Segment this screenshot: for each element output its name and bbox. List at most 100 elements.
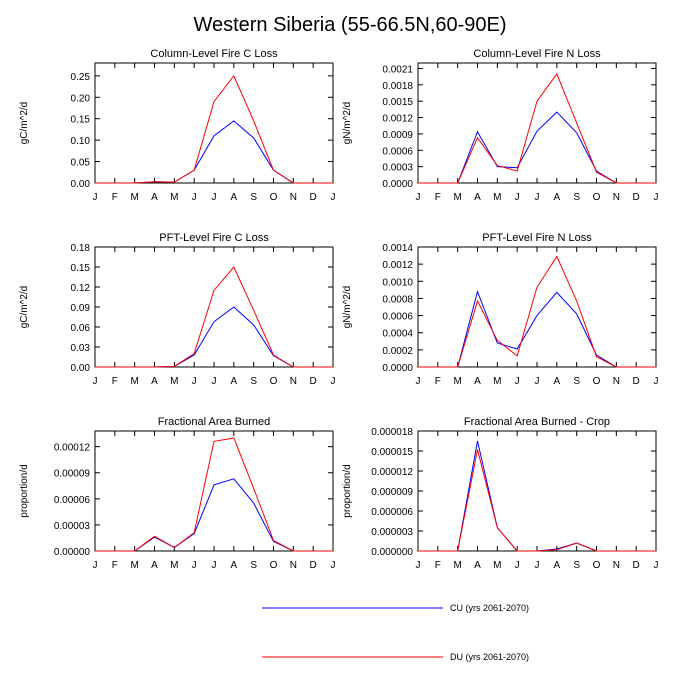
x-tick-label: A bbox=[230, 192, 237, 203]
x-tick-label: J bbox=[93, 560, 98, 571]
y-tick-label: 0.0000 bbox=[382, 363, 413, 374]
x-tick-label: D bbox=[310, 192, 317, 203]
y-tick-label: 0.0004 bbox=[382, 329, 413, 340]
x-tick-label: M bbox=[170, 560, 178, 571]
x-tick-label: J bbox=[654, 560, 659, 571]
plot-frame bbox=[417, 62, 657, 184]
x-tick-label: J bbox=[93, 376, 98, 387]
y-axis-label: proportion/d bbox=[342, 464, 353, 517]
x-tick-label: J bbox=[212, 376, 217, 387]
y-tick-label: 0.0014 bbox=[382, 243, 413, 254]
x-tick-label: O bbox=[593, 192, 601, 203]
x-tick-label: J bbox=[654, 376, 659, 387]
x-tick-label: D bbox=[310, 560, 317, 571]
y-axis-label: proportion/d bbox=[19, 464, 30, 517]
x-tick-label: S bbox=[250, 560, 257, 571]
y-tick-label: 0.0018 bbox=[382, 81, 413, 92]
x-tick-label: M bbox=[453, 192, 461, 203]
x-tick-label: J bbox=[416, 376, 421, 387]
y-tick-label: 0.000000 bbox=[371, 547, 413, 558]
series-line-cu bbox=[418, 111, 656, 184]
x-tick-label: J bbox=[515, 560, 520, 571]
x-tick-label: J bbox=[416, 560, 421, 571]
x-tick-label: S bbox=[573, 560, 580, 571]
plot-frame bbox=[94, 62, 334, 184]
series-line-cu bbox=[95, 120, 333, 184]
x-tick-label: S bbox=[573, 376, 580, 387]
x-tick-label: A bbox=[553, 560, 560, 571]
x-tick-label: F bbox=[112, 192, 118, 203]
y-tick-label: 0.00003 bbox=[54, 521, 91, 532]
x-tick-label: J bbox=[93, 192, 98, 203]
x-tick-label: S bbox=[250, 376, 257, 387]
x-tick-label: J bbox=[515, 376, 520, 387]
panel-title: PFT-Level Fire N Loss bbox=[482, 232, 592, 244]
x-tick-label: S bbox=[573, 192, 580, 203]
y-tick-label: 0.06 bbox=[71, 323, 91, 334]
x-tick-label: A bbox=[151, 560, 158, 571]
x-tick-label: J bbox=[192, 560, 197, 571]
y-tick-label: 0.0008 bbox=[382, 294, 413, 305]
series-line-du bbox=[95, 266, 333, 368]
y-axis-label: gC/m^2/d bbox=[19, 286, 30, 329]
x-tick-label: A bbox=[474, 192, 481, 203]
x-tick-label: A bbox=[230, 376, 237, 387]
x-tick-label: N bbox=[290, 376, 297, 387]
plot-frame bbox=[417, 430, 657, 552]
series-line-cu bbox=[95, 306, 333, 368]
x-tick-label: M bbox=[493, 192, 501, 203]
y-tick-label: 0.00006 bbox=[54, 495, 91, 506]
x-tick-label: A bbox=[474, 560, 481, 571]
y-tick-label: 0.12 bbox=[71, 283, 91, 294]
y-tick-label: 0.00 bbox=[71, 179, 91, 190]
x-tick-label: F bbox=[435, 560, 441, 571]
plot-frame bbox=[94, 430, 334, 552]
y-tick-label: 0.0012 bbox=[382, 260, 413, 271]
x-tick-label: M bbox=[453, 560, 461, 571]
y-tick-label: 0.0003 bbox=[382, 163, 413, 174]
legend-label-cu: CU (yrs 2061-2070) bbox=[450, 603, 529, 613]
x-tick-label: J bbox=[331, 376, 336, 387]
y-axis-label: gN/m^2/d bbox=[342, 286, 353, 329]
x-tick-label: F bbox=[112, 560, 118, 571]
x-tick-label: F bbox=[112, 376, 118, 387]
series-line-cu bbox=[95, 478, 333, 552]
x-tick-label: S bbox=[250, 192, 257, 203]
x-tick-label: M bbox=[453, 376, 461, 387]
x-tick-label: J bbox=[212, 192, 217, 203]
panel-title: Column-Level Fire N Loss bbox=[473, 48, 601, 60]
x-tick-label: M bbox=[130, 560, 138, 571]
x-tick-label: M bbox=[170, 192, 178, 203]
y-tick-label: 0.0021 bbox=[382, 64, 413, 75]
y-tick-label: 0.0006 bbox=[382, 312, 413, 323]
y-tick-label: 0.0010 bbox=[382, 277, 413, 288]
x-tick-label: O bbox=[593, 376, 601, 387]
y-tick-label: 0.20 bbox=[71, 93, 91, 104]
y-tick-label: 0.0006 bbox=[382, 146, 413, 157]
y-tick-label: 0.0012 bbox=[382, 114, 413, 125]
x-tick-label: N bbox=[613, 376, 620, 387]
y-tick-label: 0.03 bbox=[71, 343, 91, 354]
x-tick-label: O bbox=[593, 560, 601, 571]
legend-label-du: DU (yrs 2061-2070) bbox=[450, 652, 529, 662]
y-tick-label: 0.18 bbox=[71, 243, 91, 254]
y-tick-label: 0.000006 bbox=[371, 507, 413, 518]
y-tick-label: 0.000003 bbox=[371, 527, 413, 538]
x-tick-label: J bbox=[535, 192, 540, 203]
x-tick-label: J bbox=[192, 192, 197, 203]
x-tick-label: J bbox=[331, 560, 336, 571]
y-tick-label: 0.05 bbox=[71, 158, 91, 169]
x-tick-label: M bbox=[170, 376, 178, 387]
y-axis-label: gC/m^2/d bbox=[19, 102, 30, 145]
series-line-du bbox=[418, 255, 656, 368]
y-tick-label: 0.000009 bbox=[371, 487, 413, 498]
x-tick-label: N bbox=[290, 192, 297, 203]
y-tick-label: 0.00009 bbox=[54, 469, 91, 480]
x-tick-label: J bbox=[535, 376, 540, 387]
x-tick-label: A bbox=[553, 192, 560, 203]
figure-title: Western Siberia (55-66.5N,60-90E) bbox=[193, 14, 506, 36]
